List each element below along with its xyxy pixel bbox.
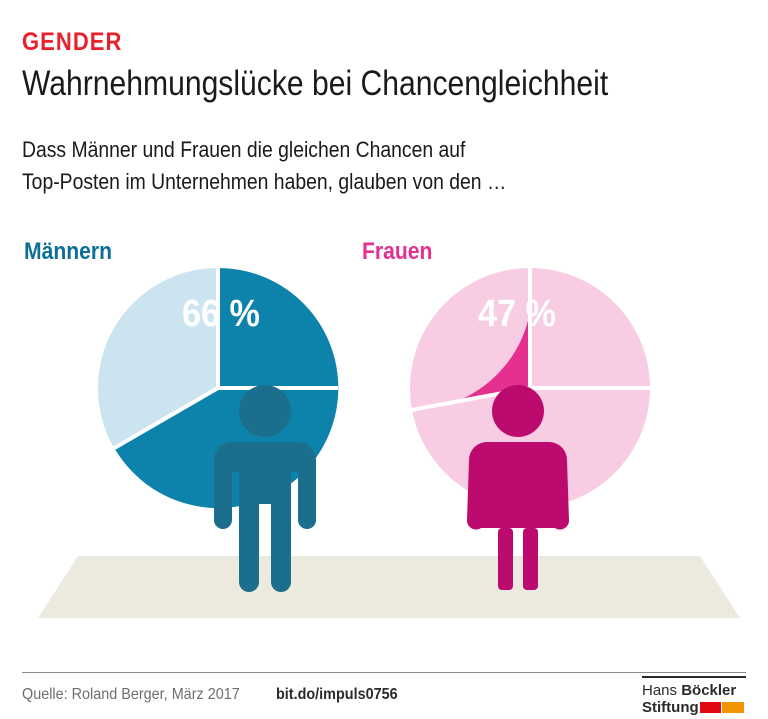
- page-title: Wahrnehmungslücke bei Chancengleichheit: [22, 64, 609, 103]
- logo-bar-red: [700, 702, 721, 713]
- value-label-frauen: 47 %: [478, 293, 556, 335]
- subtitle-line-2: Top-Posten im Unternehmen haben, glauben…: [22, 168, 507, 194]
- male-figure-pictogram: [214, 385, 316, 592]
- pie-label-frauen: Frauen: [362, 238, 433, 265]
- logo-stiftung: Stiftung: [642, 699, 699, 716]
- pie-label-maennern: Männern: [24, 238, 113, 265]
- logo-line-1: Hans Böckler: [642, 682, 736, 699]
- female-figure-pictogram: [466, 385, 570, 590]
- logo-boeckler: Böckler: [681, 682, 737, 699]
- chart-stage: [0, 228, 768, 638]
- pie-charts-svg: [38, 267, 740, 618]
- logo-rule: [642, 676, 746, 678]
- source-note: Quelle: Roland Berger, März 2017: [22, 686, 240, 703]
- page-subtitle: Dass Männer und Frauen die gleichen Chan…: [22, 134, 638, 198]
- subtitle-line-1: Dass Männer und Frauen die gleichen Chan…: [22, 137, 466, 162]
- kicker-gender: GENDER: [22, 28, 123, 56]
- floor-platform: [38, 556, 740, 618]
- footer-divider: [22, 672, 746, 673]
- logo-bar-orange: [722, 702, 744, 713]
- shortlink[interactable]: bit.do/impuls0756: [276, 686, 398, 703]
- hans-boeckler-stiftung-logo: Hans Böckler Stiftung: [642, 676, 746, 716]
- value-label-maennern: 66 %: [182, 293, 260, 335]
- logo-color-bars: [700, 702, 744, 713]
- logo-hans: Hans: [642, 682, 678, 699]
